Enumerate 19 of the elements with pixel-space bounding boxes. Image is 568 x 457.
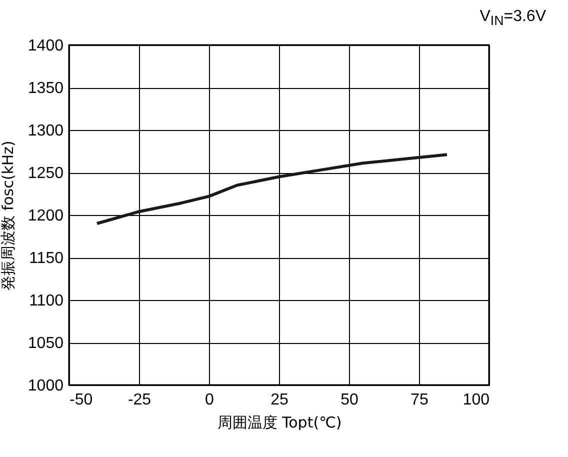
x-tick-label: -25 <box>128 392 152 408</box>
y-tick-label: 1150 <box>29 250 64 267</box>
line-series <box>96 153 448 225</box>
y-tick-label: 1300 <box>28 122 64 140</box>
y-axis-title: 発振周波数 fosc(kHz) <box>0 140 17 290</box>
y-tick-label: 1050 <box>28 335 64 352</box>
y-tick-label: 1350 <box>28 80 64 97</box>
x-tick-label: 50 <box>340 392 358 408</box>
y-tick-label: 1250 <box>28 165 64 182</box>
x-tick-label: -50 <box>70 392 93 408</box>
y-tick-label: 1100 <box>29 292 64 310</box>
y-tick-label: 1000 <box>28 378 64 394</box>
y-tick-label: 1400 <box>28 38 64 54</box>
text: V$_{IN}$=3.6V <box>480 8 546 28</box>
x-tick-label: 100 <box>462 392 490 408</box>
x-tick-label: 25 <box>270 392 288 408</box>
x-tick-label: 0 <box>205 392 214 408</box>
x-tick-label: 75 <box>410 392 428 408</box>
y-tick-label: 1200 <box>28 208 64 224</box>
